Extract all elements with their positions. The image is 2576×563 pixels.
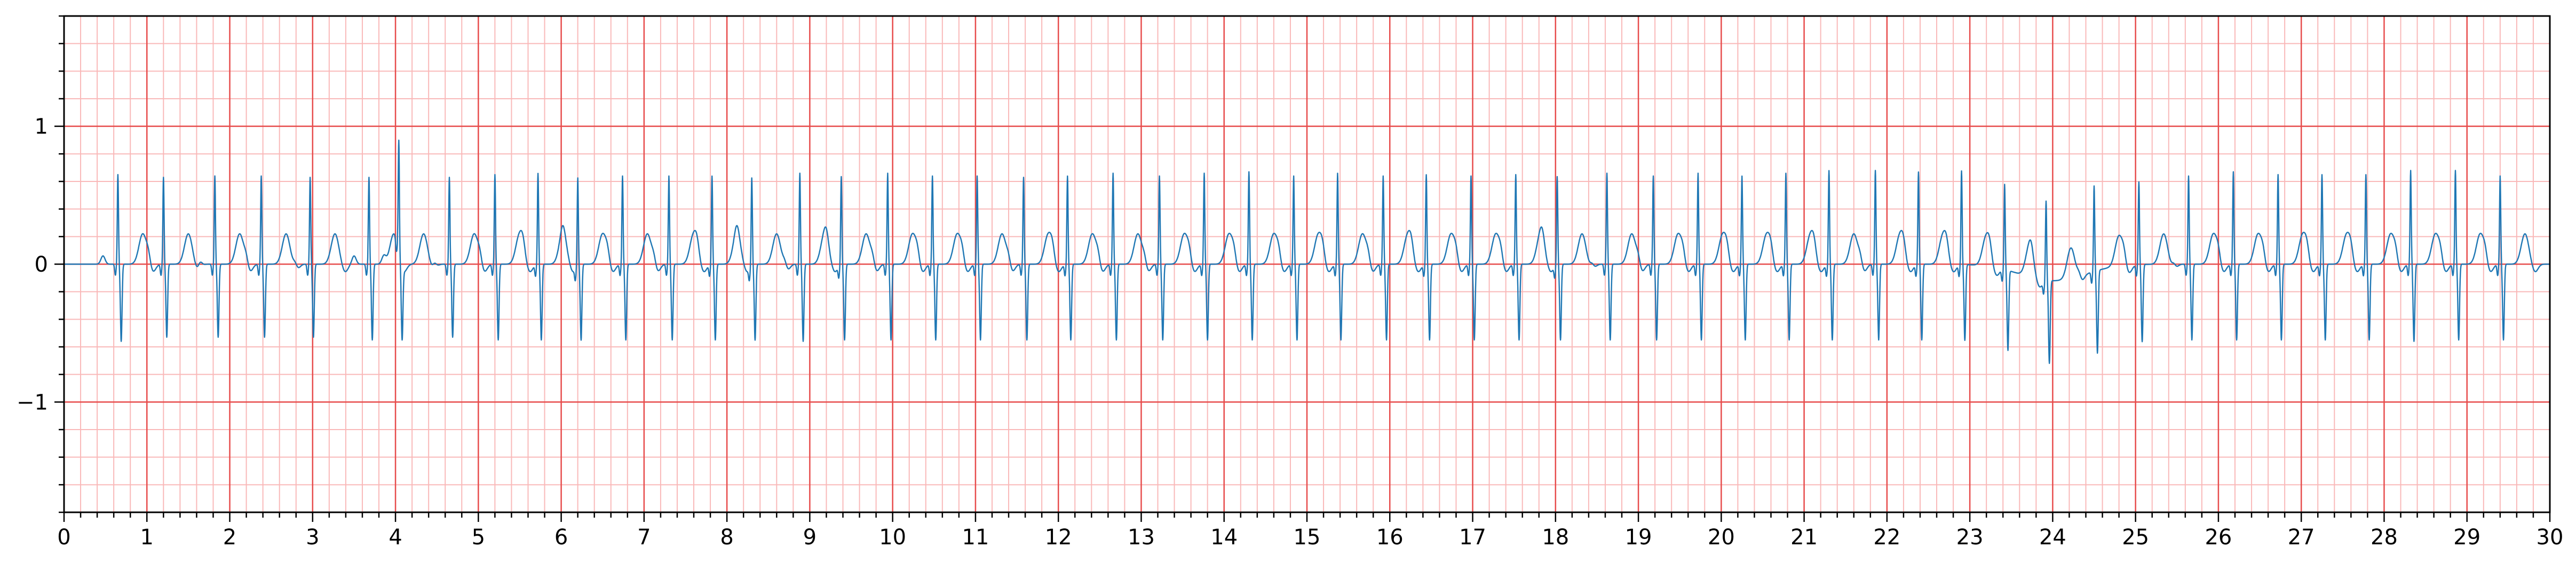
x-tick-label: 1	[140, 525, 154, 550]
ecg-trace-layer	[64, 139, 2550, 364]
x-tick-label: 18	[1542, 525, 1569, 550]
x-tick-label: 0	[57, 525, 70, 550]
x-tick-label: 22	[1873, 525, 1900, 550]
x-tick-label: 23	[1956, 525, 1984, 550]
x-tick-label: 4	[389, 525, 402, 550]
x-tick-label: 12	[1045, 525, 1072, 550]
y-tick-label: 0	[35, 252, 48, 277]
x-tick-label: 30	[2537, 525, 2564, 550]
x-tick-label: 14	[1210, 525, 1238, 550]
x-tick-label: 6	[554, 525, 568, 550]
y-tick-label: 1	[35, 115, 48, 139]
x-tick-label: 3	[306, 525, 319, 550]
x-tick-label: 29	[2453, 525, 2480, 550]
x-axis-ticks: 0 1 2 3 4 5 6 7 8 9 10 11 12 13 14 15 16 17 18 19 20 21 22 23 24…	[57, 512, 2563, 550]
x-tick-label: 16	[1376, 525, 1404, 550]
y-tick-label: −1	[17, 390, 48, 415]
x-tick-label: 28	[2371, 525, 2398, 550]
x-tick-label: 2	[223, 525, 236, 550]
x-tick-label: 24	[2039, 525, 2066, 550]
x-tick-label: 25	[2122, 525, 2149, 550]
x-tick-label: 17	[1459, 525, 1486, 550]
x-tick-label: 8	[720, 525, 733, 550]
x-tick-label: 11	[962, 525, 989, 550]
x-tick-label: 19	[1625, 525, 1652, 550]
x-tick-label: 26	[2205, 525, 2232, 550]
x-tick-label: 20	[1708, 525, 1735, 550]
x-tick-label: 5	[472, 525, 485, 550]
x-tick-label: 27	[2288, 525, 2315, 550]
x-tick-label: 21	[1790, 525, 1818, 550]
ecg-trace-line	[64, 139, 2550, 364]
x-tick-label: 10	[879, 525, 906, 550]
y-axis-ticks: −1 0 1	[17, 15, 64, 513]
x-tick-label: 7	[637, 525, 651, 550]
x-tick-label: 9	[803, 525, 817, 550]
x-tick-label: 13	[1128, 525, 1155, 550]
x-tick-label: 15	[1294, 525, 1321, 550]
